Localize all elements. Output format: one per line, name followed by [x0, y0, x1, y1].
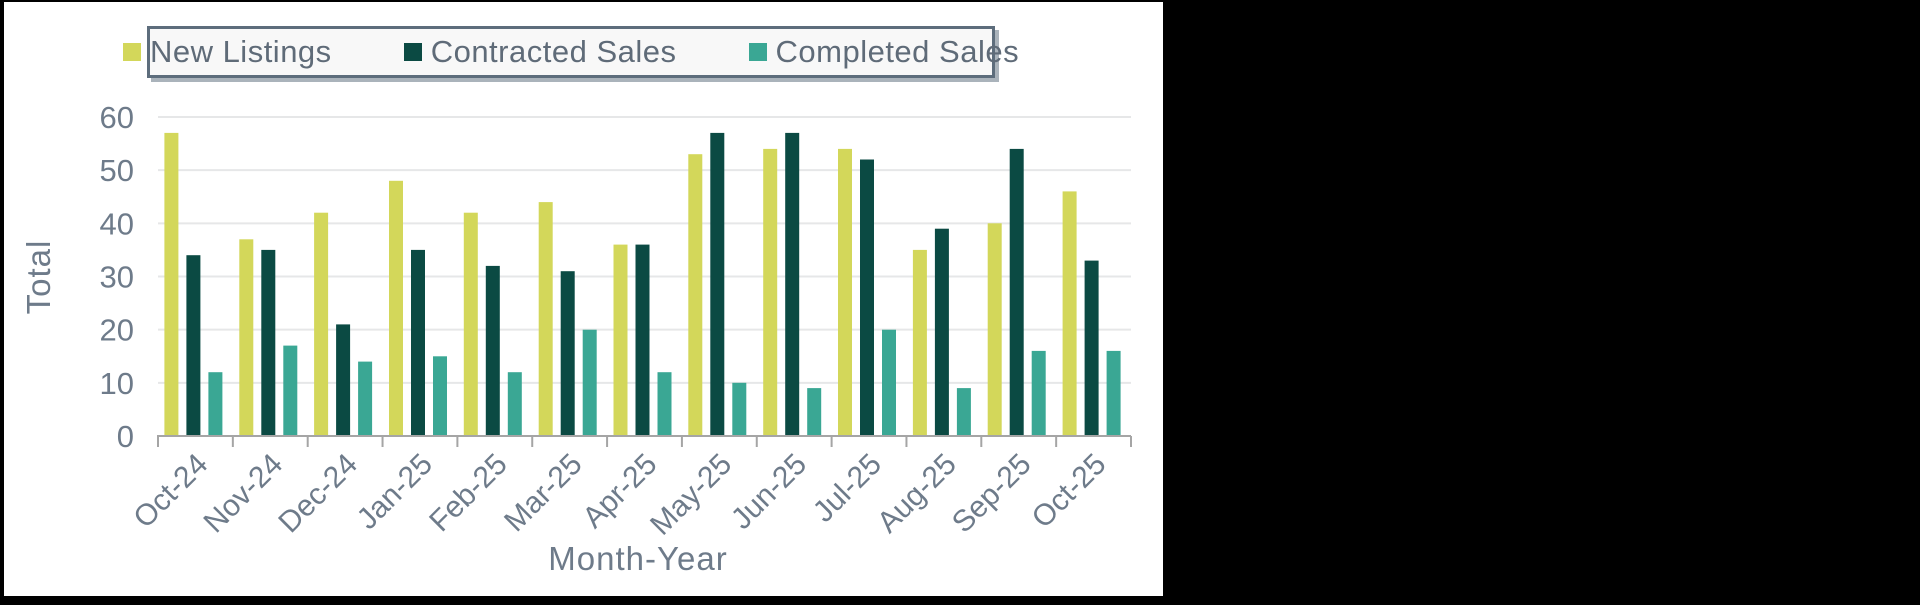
bar-feb-25-contracted-sales	[485, 265, 500, 436]
bar-jan-25-new-listings	[389, 180, 403, 436]
bar-aug-25-contracted-sales	[934, 228, 949, 436]
bar-dec-24-completed-sales	[358, 361, 373, 436]
bar-jun-25-contracted-sales	[785, 132, 800, 436]
bar-dec-24-contracted-sales	[336, 324, 351, 436]
bar-dec-24-new-listings	[314, 212, 329, 436]
bar-mar-25-contracted-sales	[560, 271, 575, 436]
legend-label-completed-sales: Completed Sales	[775, 34, 1020, 69]
bar-jun-25-new-listings	[763, 148, 778, 436]
legend-label-new-listings: New Listings	[149, 34, 332, 69]
chart-panel: New Listings Contracted Sales Completed …	[4, 2, 1163, 596]
y-tick-label-40: 40	[100, 206, 134, 241]
y-tick-label-20: 20	[100, 313, 134, 348]
y-tick-label-30: 30	[100, 260, 134, 295]
x-tick-label-oct-25: Oct-25	[1026, 448, 1113, 535]
bar-apr-25-new-listings	[613, 244, 628, 436]
legend-swatch-contracted-sales	[403, 43, 422, 61]
bar-oct-24-contracted-sales	[186, 255, 201, 436]
bars	[164, 132, 1121, 437]
x-tick-label-sep-25: Sep-25	[946, 448, 1038, 540]
x-tick-label-mar-25: Mar-25	[498, 448, 589, 539]
y-tick-label-60: 60	[100, 100, 134, 135]
bar-jan-25-contracted-sales	[411, 249, 425, 436]
bar-oct-25-completed-sales	[1106, 350, 1121, 436]
bar-jul-25-completed-sales	[882, 329, 896, 436]
legend: New Listings Contracted Sales Completed …	[122, 26, 1019, 78]
bar-jul-25-new-listings	[838, 148, 852, 436]
y-tick-label-0: 0	[117, 419, 134, 454]
x-tick-label-oct-24: Oct-24	[127, 448, 214, 535]
bar-mar-25-new-listings	[538, 202, 553, 436]
bar-chart: 0 10 20 30 40 50 60 Oct-24Nov-24Dec-24Jan-25Feb…	[20, 100, 1132, 577]
bar-apr-25-contracted-sales	[635, 244, 650, 436]
x-tick-label-aug-25: Aug-25	[871, 448, 963, 540]
bar-aug-25-completed-sales	[956, 388, 971, 436]
bar-jul-25-contracted-sales	[860, 159, 874, 436]
y-tick-label-10: 10	[100, 366, 134, 401]
legend-swatch-completed-sales	[748, 43, 767, 61]
bar-nov-24-completed-sales	[283, 345, 298, 436]
x-tick-label-dec-24: Dec-24	[272, 448, 364, 540]
legend-item-new-listings: New Listings	[122, 34, 332, 70]
bar-oct-25-new-listings	[1062, 191, 1077, 436]
legend-swatch-new-listings	[122, 43, 141, 61]
bar-nov-24-new-listings	[239, 239, 254, 436]
bar-apr-25-completed-sales	[657, 372, 672, 436]
bar-jan-25-completed-sales	[433, 356, 447, 437]
bar-may-25-new-listings	[688, 154, 703, 436]
bar-sep-25-contracted-sales	[1009, 148, 1024, 436]
x-tick-label-feb-25: Feb-25	[423, 448, 514, 539]
legend-label-contracted-sales: Contracted Sales	[430, 34, 677, 69]
x-tick-label-nov-24: Nov-24	[198, 448, 290, 540]
bar-may-25-contracted-sales	[710, 132, 725, 436]
bar-oct-24-completed-sales	[208, 372, 223, 436]
x-tick-label-jun-25: Jun-25	[725, 448, 813, 536]
x-tick-label-may-25: May-25	[644, 448, 738, 542]
y-axis-title: Total	[20, 240, 57, 315]
bar-oct-25-contracted-sales	[1084, 260, 1099, 436]
axes	[157, 435, 1132, 447]
bar-nov-24-contracted-sales	[261, 249, 276, 436]
legend-item-completed-sales: Completed Sales	[748, 34, 1020, 70]
bar-oct-24-new-listings	[164, 132, 179, 436]
bar-sep-25-completed-sales	[1031, 350, 1046, 436]
x-tick-label-jan-25: Jan-25	[351, 448, 439, 536]
bar-may-25-completed-sales	[732, 382, 747, 436]
bar-feb-25-new-listings	[463, 212, 478, 436]
bar-aug-25-new-listings	[912, 249, 927, 436]
bar-feb-25-completed-sales	[507, 372, 522, 436]
bar-jun-25-completed-sales	[807, 388, 822, 436]
legend-item-contracted-sales: Contracted Sales	[403, 34, 677, 70]
bar-mar-25-completed-sales	[582, 329, 597, 436]
bar-sep-25-new-listings	[987, 223, 1002, 436]
y-tick-label-50: 50	[100, 153, 134, 188]
x-axis-title: Month-Year	[548, 540, 727, 577]
